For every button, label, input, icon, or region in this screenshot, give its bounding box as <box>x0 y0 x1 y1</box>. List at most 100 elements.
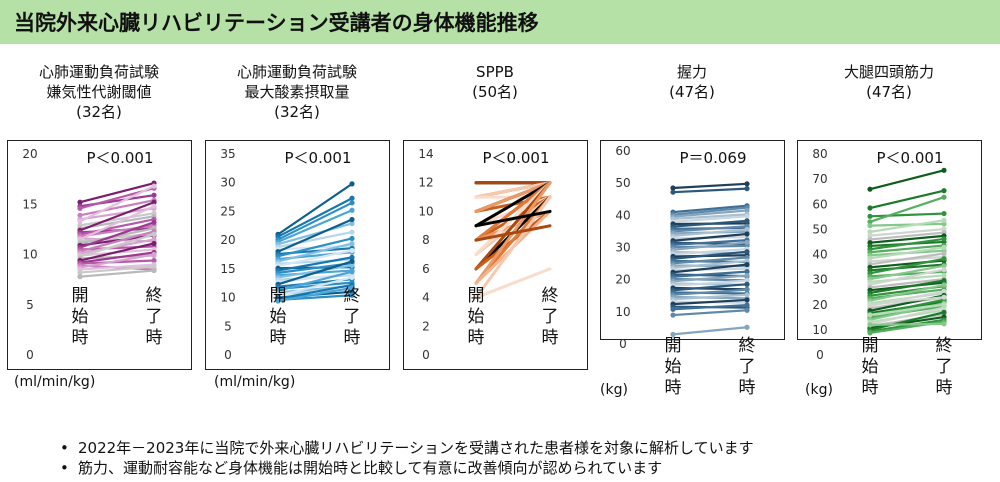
chart-title-4: 握力 (47名) <box>602 62 782 102</box>
y-tick-label: 30 <box>220 176 235 190</box>
y-tick-label: 10 <box>615 305 630 319</box>
x-category-label: 時 <box>270 328 287 348</box>
chart-title-line: SPPB <box>476 63 514 81</box>
y-tick-label: 6 <box>422 262 430 276</box>
chart-title-line: 握力 <box>676 63 707 81</box>
data-point <box>941 244 947 251</box>
y-tick-label: 10 <box>418 204 433 218</box>
chart-title-line: 嫌気性代謝閾値 <box>46 83 152 101</box>
series-line <box>672 187 748 194</box>
data-point <box>349 200 355 206</box>
series-line <box>79 251 155 264</box>
data-point <box>744 207 750 214</box>
y-tick-label: 50 <box>812 222 827 236</box>
y-tick-label: 80 <box>812 147 827 161</box>
series-line <box>277 264 353 279</box>
chart-title-5: 大腿四頭筋力 (47名) <box>799 62 979 102</box>
data-point <box>941 302 947 308</box>
chart-title-line: (50名) <box>472 83 518 101</box>
series-line <box>672 225 748 233</box>
y-tick-label: 5 <box>224 319 232 333</box>
data-point <box>744 292 750 298</box>
data-point <box>744 324 750 330</box>
series-line <box>277 270 353 292</box>
data-point <box>151 203 157 209</box>
note-item: • 2022年－2023年に当院で外来心臓リハビリテーションを受講された患者様を対… <box>60 438 754 458</box>
chart-title-line: (47名) <box>669 83 715 101</box>
chart-svg: 0 10 20 30 40 50 60 P＝0.069 開始時 終了時 <box>615 144 755 398</box>
series-line <box>277 249 353 268</box>
data-point <box>867 223 873 229</box>
data-point <box>941 210 947 217</box>
data-point <box>474 209 478 213</box>
y-unit-label: (kg) <box>600 382 628 398</box>
series-line <box>672 326 748 336</box>
y-tick-label: 0 <box>816 348 824 362</box>
x-category-label: 時 <box>665 378 682 398</box>
series-line <box>869 231 945 241</box>
data-point <box>349 229 355 235</box>
y-tick-label: 15 <box>220 262 235 276</box>
series-line <box>869 252 945 266</box>
chart-svg: 0 10 20 30 40 50 60 70 80 P＜0.001 開始時 終了時 <box>812 147 952 398</box>
data-point <box>548 209 552 213</box>
series-line <box>869 318 945 333</box>
data-point <box>349 274 355 281</box>
series-line <box>79 207 155 221</box>
series-line <box>277 256 353 272</box>
data-point <box>349 247 355 254</box>
series-line <box>869 234 945 244</box>
data-point <box>77 212 83 218</box>
data-point <box>744 297 750 303</box>
bullet-icon: • <box>60 439 69 457</box>
data-point <box>744 261 750 268</box>
page-title: 当院外来心臓リハビリテーション受講者の身体機能推移 <box>14 11 539 35</box>
series-line <box>672 182 748 190</box>
p-value-label: P＜0.001 <box>483 149 550 167</box>
data-point <box>867 233 873 239</box>
data-point <box>941 263 947 269</box>
p-value-label: P＝0.069 <box>680 149 747 167</box>
series-line <box>277 197 353 238</box>
chart-svg: 0 5 10 15 20 P＜0.001 開始時 終了時 <box>22 147 162 362</box>
y-tick-label: 2 <box>422 319 430 333</box>
data-point <box>941 309 947 315</box>
series-line <box>672 298 748 306</box>
x-category-label: 時 <box>542 328 559 348</box>
x-category-label: 始 <box>270 307 287 327</box>
data-point <box>275 298 281 304</box>
series-line <box>672 263 748 274</box>
series-line <box>672 239 748 247</box>
series-line <box>277 276 353 297</box>
data-point <box>744 226 750 233</box>
x-category-label: 時 <box>344 328 361 348</box>
chart-panel-4: 0 10 20 30 40 50 60 P＝0.069 開始時 終了時 <box>600 140 785 398</box>
data-point <box>670 306 676 312</box>
chart-panel-1: 0 5 10 15 20 P＜0.001 開始時 終了時 <box>7 140 192 370</box>
y-tick-label: 10 <box>812 323 827 337</box>
data-point <box>744 302 750 308</box>
data-point <box>867 322 873 328</box>
data-point <box>349 269 355 275</box>
data-point <box>670 185 676 191</box>
x-category-label: 開 <box>270 286 287 306</box>
y-tick-label: 4 <box>422 291 430 305</box>
series-line <box>869 279 945 295</box>
data-point <box>474 195 478 199</box>
note-item: • 筋力、運動耐容能など身体機能は開始時と比較して有意に改善傾向が認められています <box>60 458 754 478</box>
series-line <box>277 260 353 286</box>
series-line <box>79 265 155 274</box>
series-line <box>869 196 945 223</box>
series-line <box>475 181 551 213</box>
series-line <box>79 201 155 232</box>
y-tick-label: 40 <box>615 208 630 222</box>
data-point <box>744 239 750 245</box>
series-line <box>79 242 155 262</box>
data-point <box>474 281 478 285</box>
y-unit-label: (ml/min/kg) <box>14 374 96 390</box>
y-tick-label: 60 <box>615 144 630 158</box>
y-tick-label: 25 <box>220 204 235 218</box>
chart-title-line: 大腿四頭筋力 <box>843 63 934 81</box>
chart-title-1: 心肺運動負荷試験 嫌気性代謝閾値 (32名) <box>9 62 189 122</box>
data-point <box>744 218 750 224</box>
